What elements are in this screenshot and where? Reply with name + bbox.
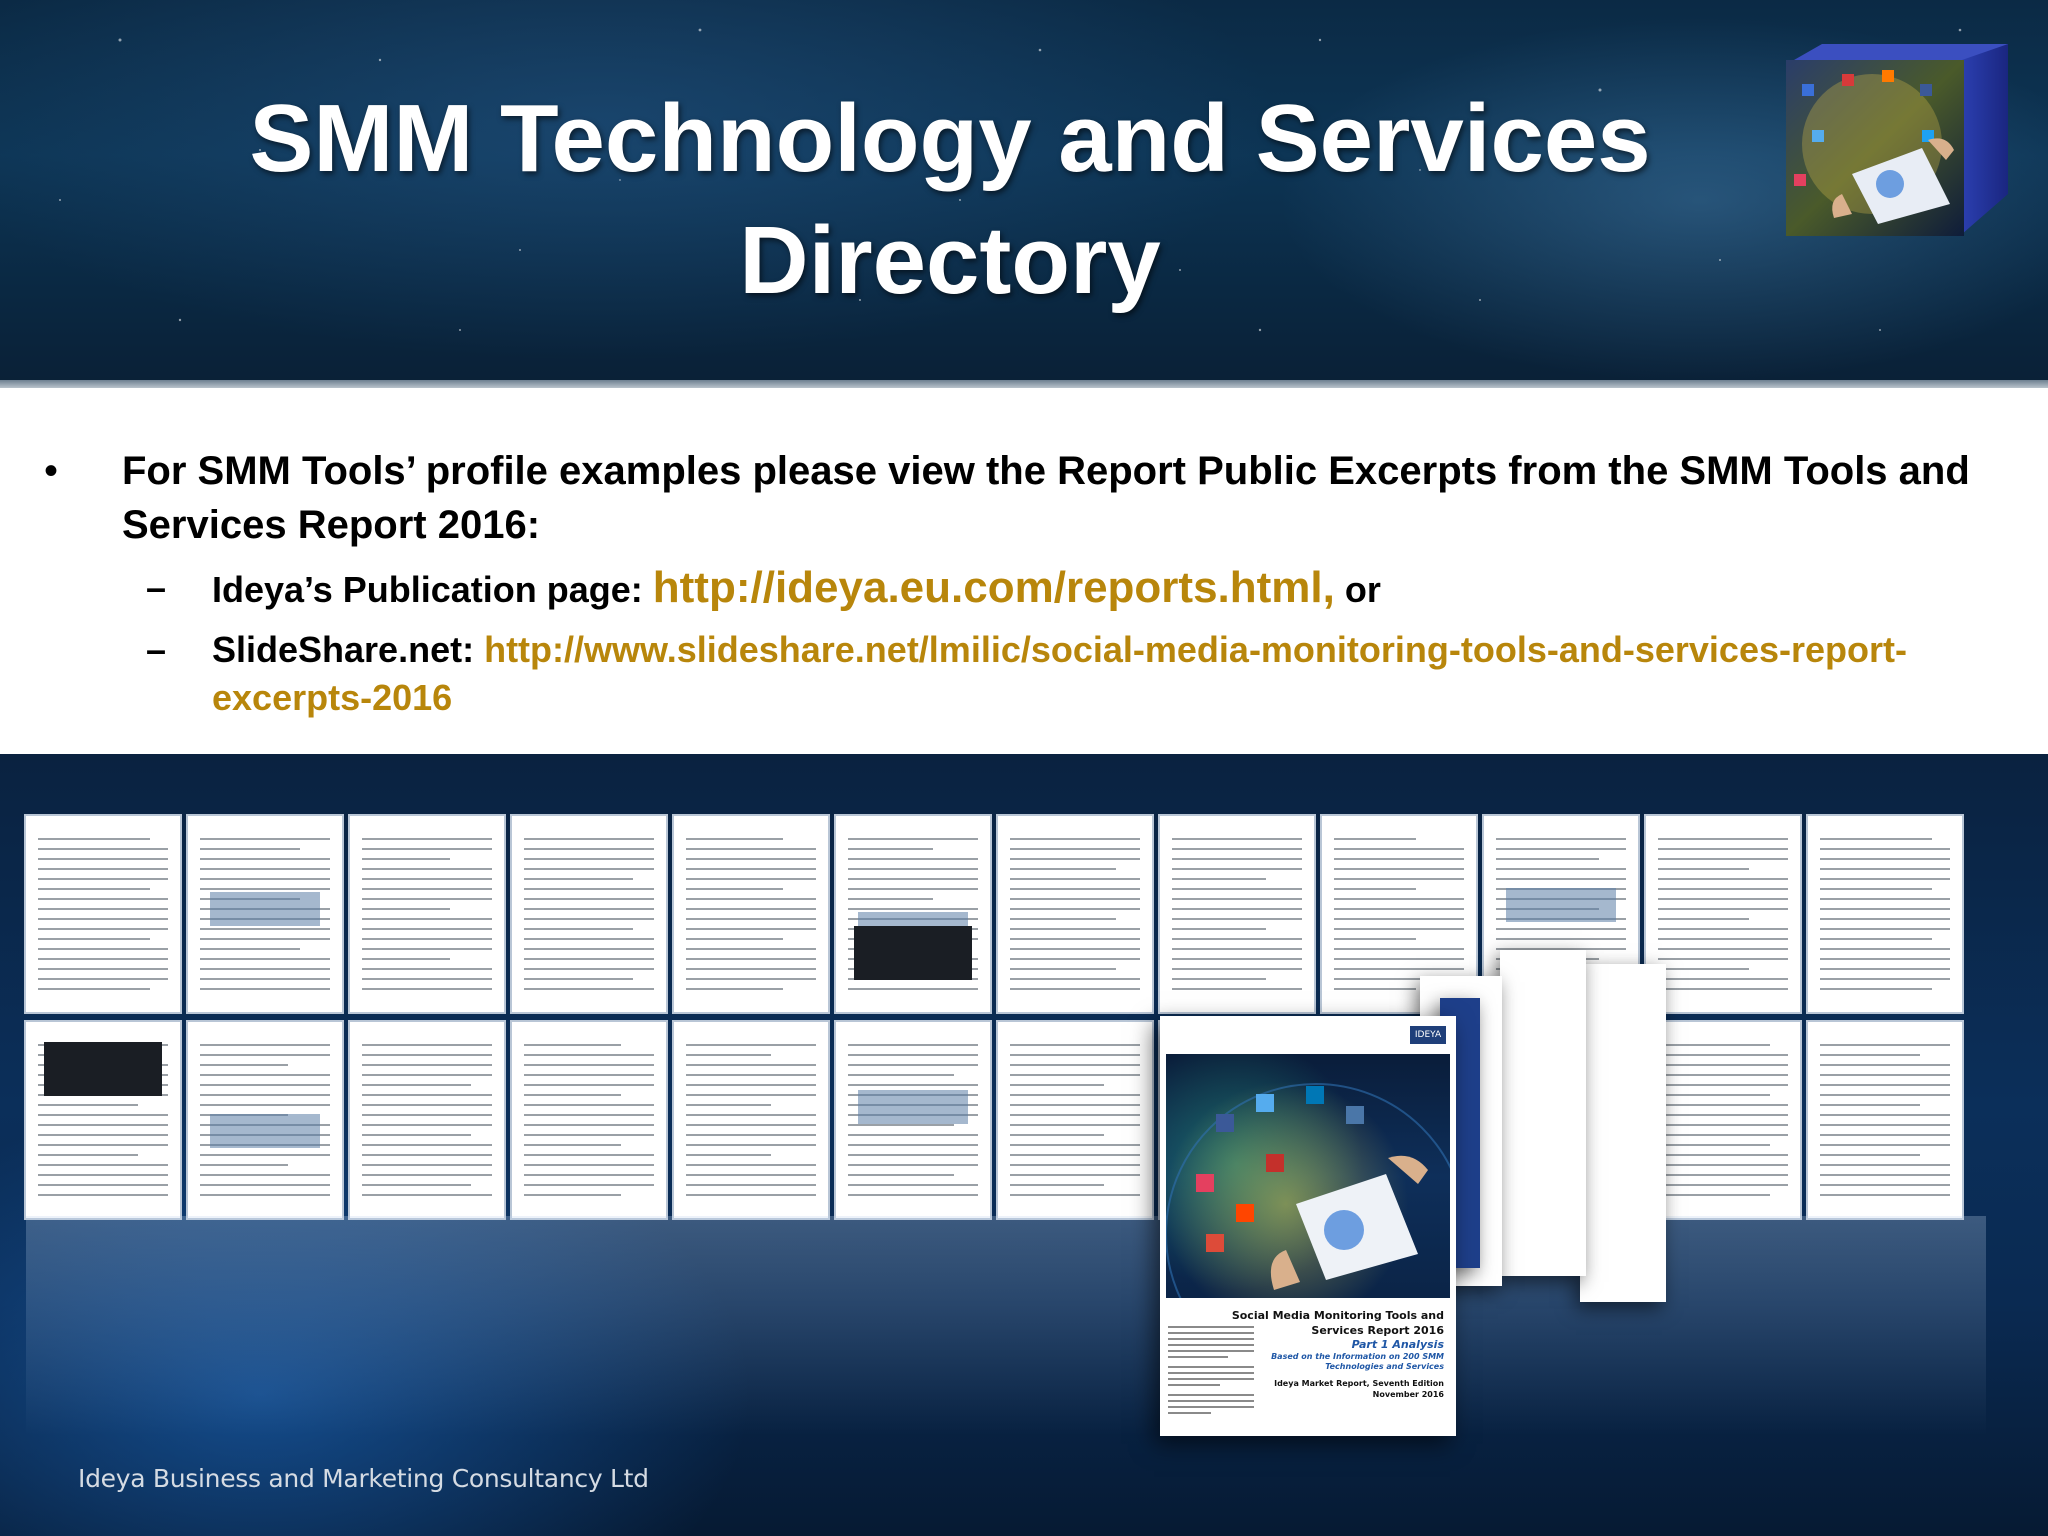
report-page-thumbnail [1646, 1022, 1800, 1218]
cover-date: November 2016 [1372, 1390, 1444, 1399]
report-pages-visual: IDEYA Social Media Monitoring Tools and … [0, 754, 2048, 1536]
cover-brand-logo: IDEYA [1410, 1026, 1446, 1044]
globe-tablet-image [1166, 1083, 1450, 1298]
report-page-thumbnail [26, 1022, 180, 1218]
sub-marker: – [146, 567, 167, 608]
slideshare-link[interactable]: http://www.slideshare.net/lmilic/social-… [212, 629, 1907, 718]
slide-header: SMM Technology and Services Directory [0, 0, 2048, 388]
report-page-thumbnail [674, 816, 828, 1012]
cover-part: Part 1 Analysis [1351, 1338, 1444, 1351]
bullet-marker: • [44, 449, 59, 493]
social-media-cube-image [1786, 44, 2008, 236]
content-panel: • For SMM Tools’ profile examples please… [0, 388, 2048, 754]
starfield-background [59, 28, 1962, 332]
report-page-thumbnail [1808, 816, 1962, 1012]
report-page-thumbnail [188, 816, 342, 1012]
cover-basis-line-2: Technologies and Services [1325, 1362, 1444, 1371]
report-page-thumbnail [1808, 1022, 1962, 1218]
sub-marker: – [146, 629, 167, 670]
report-page-thumbnail [350, 1022, 504, 1218]
report-page-thumbnail [836, 1022, 990, 1218]
ideya-reports-link[interactable]: http://ideya.eu.com/reports.html, [652, 563, 1335, 612]
report-page-thumbnail [26, 816, 180, 1012]
stacked-page [1580, 964, 1666, 1302]
cover-edition: Ideya Market Report, Seventh Edition [1274, 1379, 1444, 1388]
title-line-1: SMM Technology and Services [249, 85, 1651, 192]
cover-title-line-1: Social Media Monitoring Tools and [1231, 1309, 1444, 1322]
report-page-thumbnail [512, 1022, 666, 1218]
report-page-thumbnail [674, 1022, 828, 1218]
report-page-thumbnail [512, 816, 666, 1012]
stacked-page [1500, 950, 1586, 1276]
slide-title: SMM Technology and Services Directory [160, 78, 1740, 322]
title-line-2: Directory [739, 207, 1161, 314]
bullet-text: For SMM Tools’ profile examples please v… [122, 449, 1970, 547]
report-page-thumbnail [1646, 816, 1800, 1012]
sub-item-suffix: or [1334, 569, 1381, 610]
sub-item-label: Ideya’s Publication page: [212, 569, 653, 610]
report-page-thumbnail [998, 816, 1152, 1012]
report-page-thumbnail [998, 1022, 1152, 1218]
report-page-thumbnail [350, 816, 504, 1012]
report-page-thumbnail [836, 816, 990, 1012]
report-page-thumbnail [188, 1022, 342, 1218]
cover-basis-line-1: Based on the Information on 200 SMM [1271, 1352, 1444, 1361]
header-divider [0, 380, 2048, 388]
sub-item-label: SlideShare.net: [212, 629, 485, 670]
thumbnail-reflection [26, 1216, 1986, 1436]
report-cover: IDEYA Social Media Monitoring Tools and … [1160, 1016, 1456, 1436]
cover-text-block: Social Media Monitoring Tools and Servic… [1168, 1308, 1444, 1400]
company-footer: Ideya Business and Marketing Consultancy… [78, 1464, 649, 1493]
cover-illustration [1166, 1054, 1450, 1298]
cover-sidebar-text [1168, 1326, 1254, 1418]
report-page-thumbnail [1160, 816, 1314, 1012]
cover-title-line-2: Services Report 2016 [1311, 1324, 1444, 1337]
